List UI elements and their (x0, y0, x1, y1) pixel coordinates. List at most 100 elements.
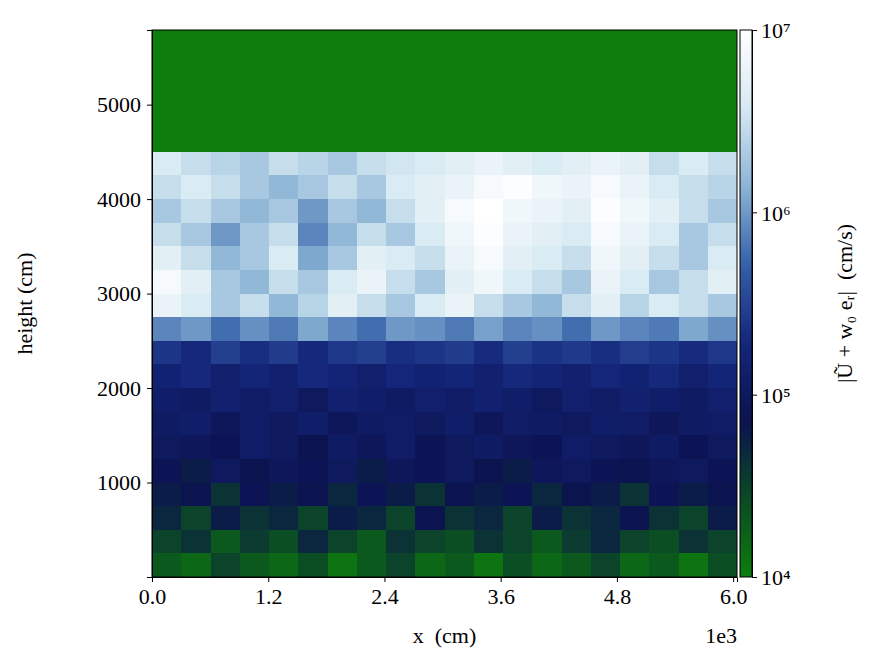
heatmap-cell (328, 530, 357, 554)
heatmap-cell (679, 459, 708, 483)
heatmap-cell (357, 152, 386, 176)
axis: 10002000300040005000 (97, 31, 153, 578)
heatmap-cell (474, 270, 503, 294)
tick-mark (752, 30, 757, 31)
heatmap-cell (503, 175, 532, 199)
heatmap-cell (240, 412, 269, 436)
heatmap-cell (152, 388, 181, 412)
heatmap-cell (152, 175, 181, 199)
heatmap-cell (152, 435, 181, 459)
heatmap-cell (532, 294, 561, 318)
heatmap-cell (503, 435, 532, 459)
heatmap-cell (298, 530, 327, 554)
tick-label: 4000 (97, 187, 141, 212)
heatmap-cell (240, 530, 269, 554)
heatmap-cell (708, 388, 737, 412)
tick: 5000 (97, 92, 152, 117)
heatmap-cell (211, 483, 240, 507)
heatmap-cell (152, 412, 181, 436)
colorbar (740, 30, 752, 577)
heatmap-cell (415, 175, 444, 199)
heatmap-cell (386, 364, 415, 388)
heatmap-cell (620, 223, 649, 247)
heatmap-cell (474, 223, 503, 247)
heatmap-cell (708, 553, 737, 577)
heatmap-cell (328, 435, 357, 459)
heatmap-cell (708, 530, 737, 554)
heatmap-cell (240, 317, 269, 341)
heatmap-cell (269, 483, 298, 507)
heatmap-cell (415, 412, 444, 436)
tick-label: 4.8 (604, 584, 632, 609)
heatmap-cell (181, 294, 210, 318)
heatmap-cell (328, 223, 357, 247)
heatmap-cell (328, 506, 357, 530)
heatmap-cell (298, 459, 327, 483)
tick-mark (617, 577, 618, 582)
heatmap-cell (474, 199, 503, 223)
heatmap-cell (211, 152, 240, 176)
heatmap-cell (445, 152, 474, 176)
heatmap-cell (298, 270, 327, 294)
heatmap-cell (211, 175, 240, 199)
heatmap-cell (415, 506, 444, 530)
heatmap-cell (562, 270, 591, 294)
heatmap-cell (503, 246, 532, 270)
heatmap-cell (357, 223, 386, 247)
heatmap-cell (211, 246, 240, 270)
heatmap-cell (152, 246, 181, 270)
heatmap-cell (474, 294, 503, 318)
heatmap-cell (386, 388, 415, 412)
heatmap-cell (562, 388, 591, 412)
heatmap-cell (269, 175, 298, 199)
tick-label: 2000 (97, 376, 141, 401)
axis-line (753, 31, 758, 578)
heatmap-cell (591, 530, 620, 554)
heatmap-cell (562, 530, 591, 554)
tick-mark (147, 388, 152, 389)
heatmap-cell (240, 459, 269, 483)
heatmap-cell (532, 459, 561, 483)
heatmap-cell (240, 270, 269, 294)
heatmap-cell (532, 199, 561, 223)
heatmap-cell (240, 435, 269, 459)
heatmap-cell (591, 175, 620, 199)
heatmap-cell (357, 246, 386, 270)
heatmap-cell (386, 341, 415, 365)
heatmap-cell (240, 388, 269, 412)
heatmap-cell (445, 175, 474, 199)
heatmap-cell (328, 317, 357, 341)
tick: 3.6 (487, 577, 515, 609)
heatmap-cell (181, 553, 210, 577)
colorbar-title: |Ũ + w₀ eᵣ| (cm/s) (832, 224, 857, 383)
heatmap-cell (328, 270, 357, 294)
axis-offset-label: 1e3 (705, 623, 737, 648)
heatmap-cell (298, 294, 327, 318)
heatmap-cell (181, 459, 210, 483)
heatmap-cell (474, 506, 503, 530)
heatmap-cell (269, 270, 298, 294)
heatmap-cell (357, 412, 386, 436)
heatmap-cell (386, 223, 415, 247)
heatmap-cell (269, 364, 298, 388)
heatmap-cell (708, 364, 737, 388)
heatmap-cell (708, 317, 737, 341)
tick-mark (752, 212, 757, 213)
heatmap-cell (532, 246, 561, 270)
heatmap-cell (708, 483, 737, 507)
heatmap-cell (328, 341, 357, 365)
heatmap-cell (620, 152, 649, 176)
heatmap-cell (503, 152, 532, 176)
heatmap-cell (357, 364, 386, 388)
heatmap-cell (181, 317, 210, 341)
heatmap-cell (298, 30, 327, 152)
heatmap-cell (240, 364, 269, 388)
heatmap-cell (181, 364, 210, 388)
heatmap-cell (152, 270, 181, 294)
heatmap-cell (532, 223, 561, 247)
chart: 0.01.22.43.64.86.010002000300040005000x … (0, 0, 875, 666)
heatmap-cell (415, 199, 444, 223)
heatmap-cell (679, 435, 708, 459)
heatmap-cell (357, 270, 386, 294)
tick: 10⁵ (752, 383, 791, 408)
